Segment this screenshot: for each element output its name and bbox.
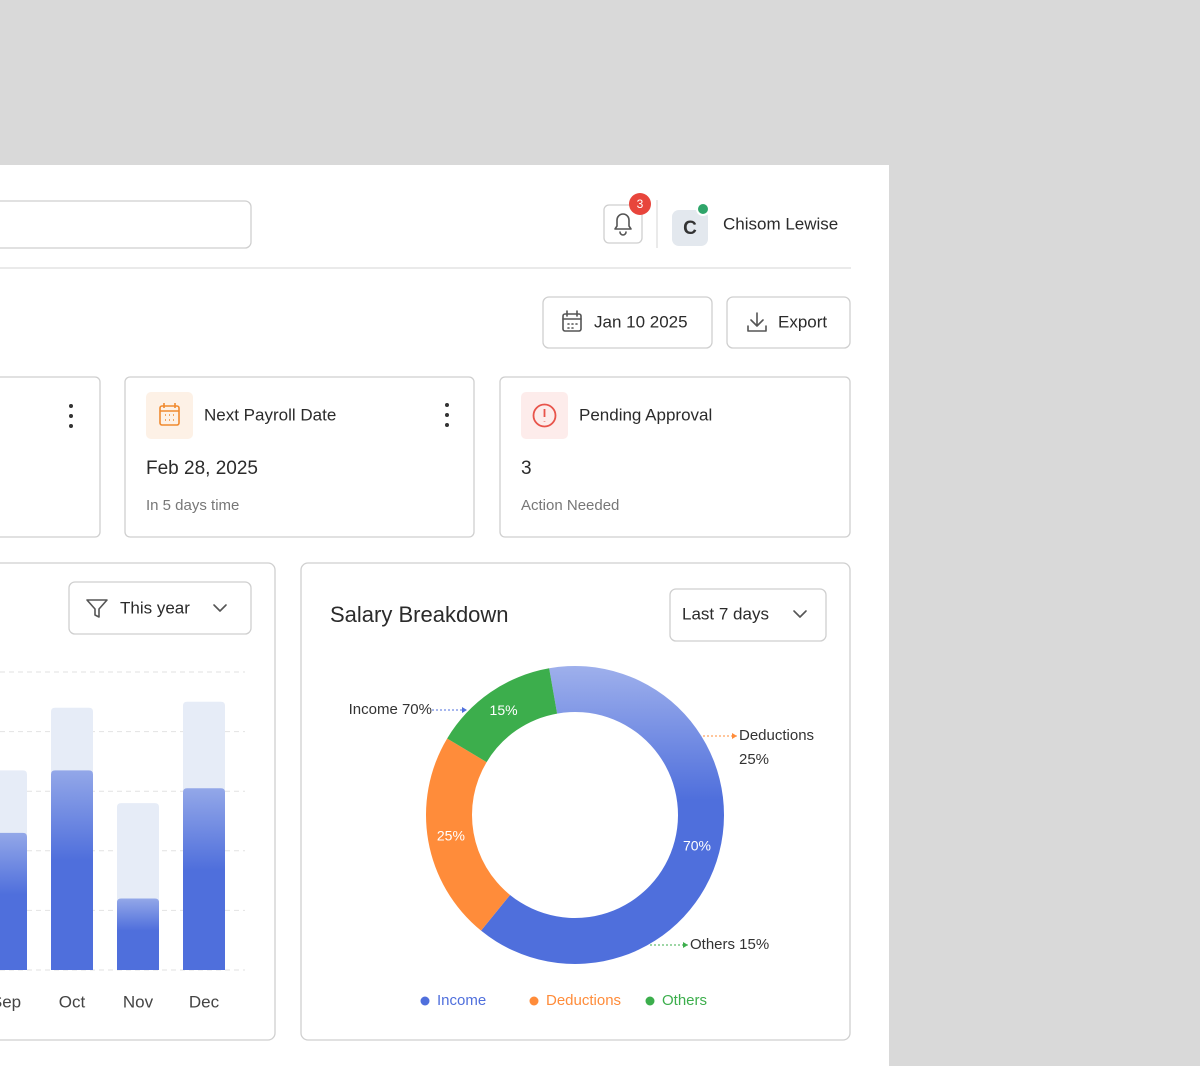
export-label: Export bbox=[778, 312, 827, 331]
x-tick-label: Dec bbox=[189, 992, 220, 1011]
x-tick-label: Sep bbox=[0, 992, 21, 1011]
card bbox=[499, 376, 851, 538]
date-button[interactable]: Jan 10 2025 bbox=[542, 296, 713, 349]
pie-slice bbox=[481, 666, 724, 964]
date-label: Jan 10 2025 bbox=[594, 312, 688, 331]
filter-label: Last 7 days bbox=[682, 604, 769, 623]
avatar[interactable] bbox=[672, 210, 708, 246]
badge-count: 3 bbox=[637, 197, 644, 211]
avatar-initial: C bbox=[683, 218, 697, 239]
bar bbox=[0, 832, 27, 970]
leader-arrow bbox=[683, 942, 688, 948]
card-menu[interactable] bbox=[69, 404, 73, 428]
legend-swatch bbox=[529, 996, 539, 1006]
annotation: Deductions 25% bbox=[739, 727, 818, 768]
card-menu[interactable] bbox=[445, 403, 449, 427]
slice-label: 70% bbox=[683, 837, 711, 853]
card-value: Feb 28, 2025 bbox=[146, 458, 258, 479]
annotation: Others 15% bbox=[690, 936, 769, 953]
card-title: Next Payroll Date bbox=[204, 405, 336, 424]
pie-panel bbox=[300, 562, 851, 1041]
export-button[interactable]: Export bbox=[726, 296, 851, 349]
pie-slice bbox=[447, 668, 558, 763]
bar bbox=[51, 770, 93, 970]
chart-title: Salary Breakdown bbox=[330, 602, 509, 627]
leader-arrow bbox=[462, 707, 467, 713]
bar bbox=[183, 788, 225, 970]
annotation: Income 70% bbox=[349, 701, 432, 718]
card-note: In 5 days time bbox=[146, 497, 239, 514]
filter-label: This year bbox=[120, 598, 190, 617]
legend-label: Others bbox=[662, 992, 707, 1009]
legend-swatch bbox=[645, 996, 655, 1006]
user-name[interactable]: Chisom Lewise bbox=[723, 214, 838, 233]
bar bbox=[117, 898, 159, 970]
card bbox=[124, 376, 475, 538]
pie-filter[interactable]: Last 7 days bbox=[669, 588, 827, 642]
slice-label: 25% bbox=[437, 828, 465, 844]
slice-label: 15% bbox=[490, 702, 518, 718]
search-input[interactable] bbox=[0, 200, 252, 249]
x-tick-label: Nov bbox=[123, 992, 154, 1011]
notification-button[interactable] bbox=[603, 204, 643, 244]
card bbox=[0, 376, 101, 538]
card-title: Pending Approval bbox=[579, 405, 712, 424]
badge bbox=[629, 193, 651, 215]
legend-swatch bbox=[420, 996, 430, 1006]
status-dot bbox=[696, 202, 710, 216]
leader-arrow bbox=[732, 733, 737, 739]
legend-label: Deductions bbox=[546, 992, 621, 1009]
pie-slice bbox=[426, 738, 511, 931]
card-note: Action Needed bbox=[521, 497, 619, 514]
x-tick-label: Oct bbox=[59, 992, 86, 1011]
bar-filter[interactable]: This year bbox=[68, 581, 252, 635]
card-value: 3 bbox=[521, 458, 532, 479]
legend-label: Income bbox=[437, 992, 486, 1009]
